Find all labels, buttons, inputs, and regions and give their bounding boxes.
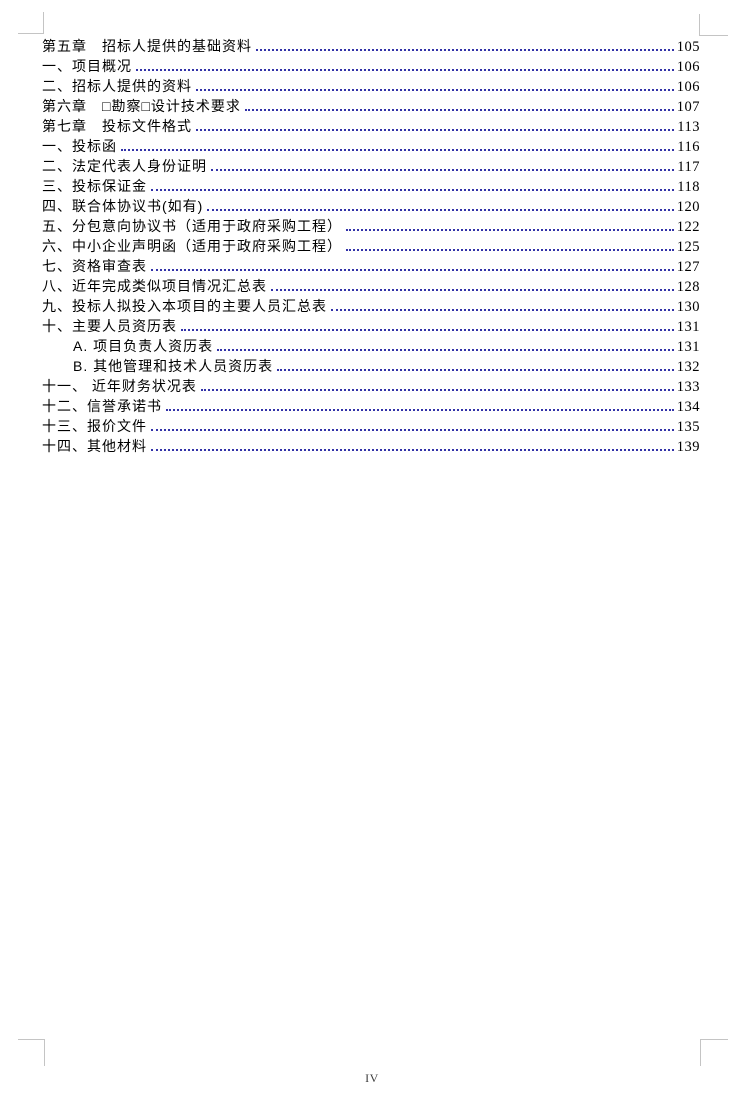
toc-entry[interactable]: 十四、其他材料 139 [42,436,700,456]
toc-entry[interactable]: 十一、 近年财务状况表 133 [42,376,700,396]
toc-entry-page-number: 131 [676,339,700,355]
toc-entry-label: 十、主要人员资历表 [42,318,177,334]
margin-crop-mark-bottom-left [18,1039,45,1066]
toc-entry-page-number: 128 [676,279,700,295]
toc-entry[interactable]: 第五章 招标人提供的基础资料 105 [42,36,700,56]
toc-entry-page-number: 135 [676,419,700,435]
toc-entry[interactable]: 五、分包意向协议书（适用于政府采购工程） 122 [42,216,700,236]
toc-dotted-leader [166,409,674,411]
toc-entry-page-number: 113 [677,119,700,135]
toc-entry[interactable]: 二、法定代表人身份证明 117 [42,156,700,176]
toc-entry-label: 三、投标保证金 [42,178,147,194]
toc-entry[interactable]: 八、近年完成类似项目情况汇总表 128 [42,276,700,296]
toc-dotted-leader [181,329,674,331]
toc-entry-label: B. 其他管理和技术人员资历表 [73,358,274,374]
toc-dotted-leader [331,309,674,311]
toc-entry-page-number: 106 [676,59,700,75]
toc-entry-page-number: 130 [676,299,700,315]
toc-entry-page-number: 117 [677,159,700,175]
toc-entry-label: 九、投标人拟投入本项目的主要人员汇总表 [42,298,327,314]
toc-dotted-leader [271,289,674,291]
toc-dotted-leader [151,269,674,271]
toc-entry-label: 十二、信誉承诺书 [42,398,162,414]
toc-entry[interactable]: 十三、报价文件 135 [42,416,700,436]
toc-entry-page-number: 116 [677,139,700,155]
toc-entry-label: 一、投标函 [42,138,117,154]
toc-entry[interactable]: 一、投标函 116 [42,136,700,156]
toc-entry-page-number: 131 [676,319,700,335]
page-footer-number: IV [365,1071,379,1085]
toc-dotted-leader [151,189,675,191]
toc-entry-label: 第五章 招标人提供的基础资料 [42,38,252,54]
toc-entry-page-number: 106 [676,79,700,95]
margin-crop-mark-top-left [18,12,44,34]
toc-dotted-leader [151,429,674,431]
toc-entry-label: A. 项目负责人资历表 [73,338,214,354]
toc-entry-label: 七、资格审查表 [42,258,147,274]
toc-entry-label: 六、中小企业声明函（适用于政府采购工程） [42,238,342,254]
margin-crop-mark-top-right [699,14,728,36]
toc-dotted-leader [277,369,674,371]
toc-entry-page-number: 133 [676,379,700,395]
toc-entry-page-number: 107 [676,99,700,115]
toc-entry-page-number: 127 [676,259,700,275]
toc-entry[interactable]: 十、主要人员资历表 131 [42,316,700,336]
toc-entry[interactable]: A. 项目负责人资历表 131 [42,336,700,356]
toc-entry[interactable]: 二、招标人提供的资料 106 [42,76,700,96]
toc-entry[interactable]: 十二、信誉承诺书 134 [42,396,700,416]
toc-entry-label: 一、项目概况 [42,58,132,74]
toc-entry[interactable]: 第七章 投标文件格式 113 [42,116,700,136]
toc-entry[interactable]: 七、资格审查表 127 [42,256,700,276]
toc-entry-label: 二、法定代表人身份证明 [42,158,207,174]
toc-entry-label: 八、近年完成类似项目情况汇总表 [42,278,267,294]
margin-crop-mark-bottom-right [700,1039,728,1066]
toc-entry-label: 十四、其他材料 [42,438,147,454]
toc-entry-page-number: 134 [676,399,700,415]
toc-entry-label: 四、联合体协议书(如有) [42,198,204,214]
toc-entry-page-number: 139 [676,439,700,455]
toc-entry[interactable]: 四、联合体协议书(如有) 120 [42,196,700,216]
toc-entry-page-number: 120 [676,199,700,215]
toc-dotted-leader [207,209,674,211]
toc-dotted-leader [121,149,675,151]
toc-entry-page-number: 105 [676,39,700,55]
toc-dotted-leader [211,169,675,171]
toc-entry-label: 十三、报价文件 [42,418,147,434]
toc-entry-label: 第七章 投标文件格式 [42,118,192,134]
toc-dotted-leader [196,89,674,91]
toc-entry[interactable]: B. 其他管理和技术人员资历表 132 [42,356,700,376]
toc-entry[interactable]: 一、项目概况 106 [42,56,700,76]
toc-dotted-leader [256,49,674,51]
toc-entry[interactable]: 三、投标保证金 118 [42,176,700,196]
toc-entry-page-number: 125 [676,239,700,255]
toc-entry-page-number: 118 [677,179,700,195]
toc-entry-page-number: 122 [676,219,700,235]
toc-entry-label: 十一、 近年财务状况表 [42,378,197,394]
toc-dotted-leader [217,349,674,351]
toc-dotted-leader [244,109,674,111]
toc-dotted-leader [136,69,674,71]
toc-entry-label: 五、分包意向协议书（适用于政府采购工程） [42,218,342,234]
toc-dotted-leader [196,129,675,131]
toc-dotted-leader [346,229,674,231]
toc-entry[interactable]: 第六章 □勘察□设计技术要求 107 [42,96,700,116]
toc-dotted-leader [200,389,674,391]
toc-entry-label: 第六章 □勘察□设计技术要求 [42,98,241,114]
toc-entry-page-number: 132 [676,359,700,375]
toc-entry[interactable]: 九、投标人拟投入本项目的主要人员汇总表 130 [42,296,700,316]
toc-dotted-leader [346,249,674,251]
toc-entry-label: 二、招标人提供的资料 [42,78,192,94]
toc-entry[interactable]: 六、中小企业声明函（适用于政府采购工程） 125 [42,236,700,256]
toc-dotted-leader [151,449,674,451]
table-of-contents: 第五章 招标人提供的基础资料 105 一、项目概况 106 二、招标人提供的资料… [42,36,700,456]
